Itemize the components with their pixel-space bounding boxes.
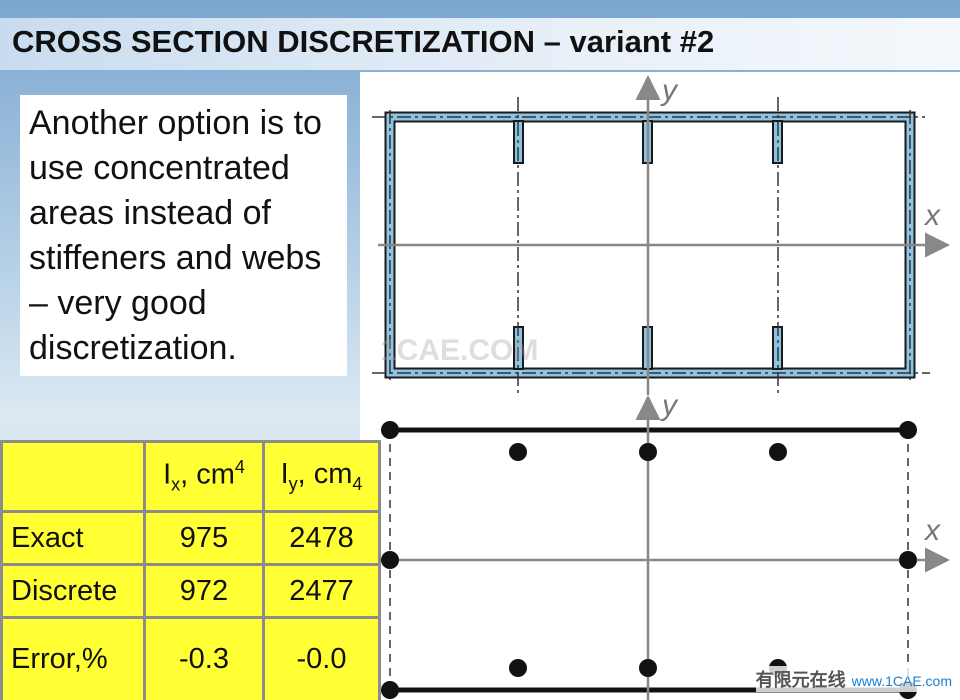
watermark: 1CAE.COM (380, 334, 539, 367)
sub: x (171, 474, 181, 495)
cell: Exact (0, 510, 146, 566)
cell: 975 (143, 510, 265, 566)
axis-label: y (660, 389, 679, 422)
symbol: I (280, 458, 289, 491)
col-header: Ix, cm4 (143, 440, 265, 513)
body-text: Another option is to use concentrated ar… (20, 95, 347, 376)
axis-label: x (923, 199, 941, 232)
empty-cell (0, 440, 146, 513)
unit: , cm (180, 458, 235, 491)
cell: 2478 (262, 510, 381, 566)
cell: 2477 (262, 563, 381, 619)
footer: 有限元在线 www.1CAE.com (755, 666, 952, 692)
axis-label: x (923, 514, 941, 547)
title: CROSS SECTION DISCRETIZATION – variant #… (12, 24, 715, 59)
axis-label: y (660, 74, 679, 107)
sub: 4 (352, 473, 363, 494)
symbol: I (163, 458, 172, 491)
brand: 有限元在线 (755, 670, 846, 690)
col-header: Iy, cm4 (262, 440, 381, 513)
cell: -0.3 (143, 616, 265, 700)
results-table: Ix, cm4 Iy, cm4 Exact 975 2478 Discrete 972… (0, 440, 381, 700)
cell: Discrete (0, 563, 146, 619)
cell: Error,% (0, 616, 146, 700)
cell: 972 (143, 563, 265, 619)
cell: -0.0 (262, 616, 381, 700)
discrete-diagram: y x (378, 389, 950, 700)
unit: , cm (297, 458, 353, 491)
diagram-panel (360, 72, 960, 700)
sub: y (288, 473, 298, 494)
section-diagram: y x (372, 74, 950, 395)
title-bar (0, 18, 960, 70)
url: www.1CAE.com (851, 673, 952, 689)
sup: 4 (234, 457, 245, 478)
